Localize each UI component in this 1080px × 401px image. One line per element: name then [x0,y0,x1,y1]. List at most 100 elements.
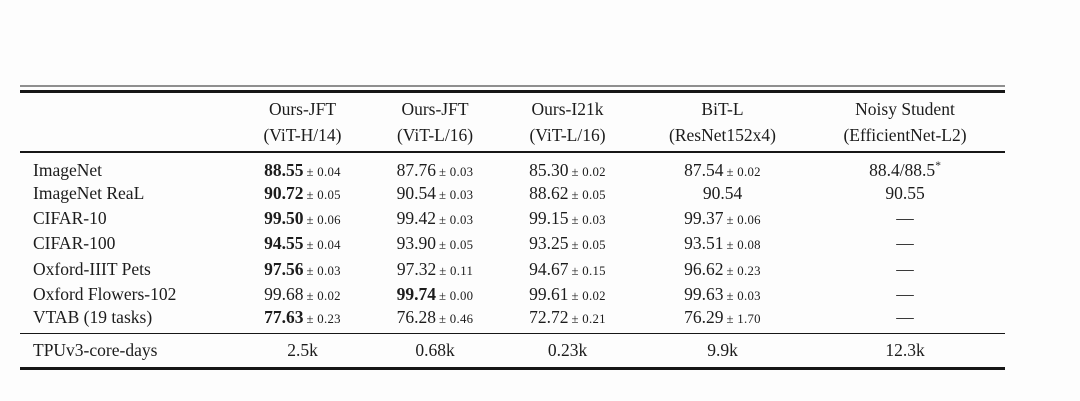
cell-stddev: ± 0.02 [726,165,761,179]
table-cell: 90.55 [805,181,1005,206]
row-label: TPUv3-core-days [20,332,230,369]
header-row: Ours-JFT (ViT-H/14) Ours-JFT (ViT-L/16) … [20,91,1005,153]
cell-value: 93.25 [529,233,569,254]
cell-stddev: ± 0.02 [571,288,606,303]
cell-stddev: ± 0.00 [438,288,474,303]
column-header-ours-jft-l16: Ours-JFT (ViT-L/16) [375,91,495,153]
table-cell: 87.54 ± 0.02 [640,152,805,181]
table-cell: 93.51 ± 0.08 [640,231,805,256]
cell-stddev: ± 0.05 [306,188,341,203]
cell-value: 88.62 [529,183,569,204]
column-header-line1: Ours-I21k [531,99,604,119]
cell-value: 90.54 [396,183,436,204]
cell-value: 87.54 [684,160,724,180]
row-label: ImageNet ReaL [33,183,145,204]
table-cell: 90.54 [640,181,805,206]
cell-value: 90.72 [264,183,304,204]
table-row-oxford-iiit-pets: Oxford-IIIT Pets 97.56 ± 0.03 97.32 ± 0.11… [20,257,1005,282]
column-header-line1: Ours-JFT [268,99,337,119]
table-row-imagenet-real: ImageNet ReaL 90.72 ± 0.05 90.54 ± 0.03 88… [20,181,1005,206]
cell-footnote-marker: * [935,160,941,173]
column-header-ours-jft-h14: Ours-JFT (ViT-H/14) [230,91,375,153]
table-cell: 99.50 ± 0.06 [230,206,375,231]
table-cell: 93.90 ± 0.05 [375,231,495,256]
row-label: Oxford Flowers-102 [33,283,177,304]
cell-stddev: ± 0.03 [438,213,474,228]
column-header-bit-l: BiT-L (ResNet152x4) [640,91,805,153]
cell-value: 87.76 [396,160,436,180]
table-cell: 2.5k [230,332,375,369]
table-cell: 9.9k [640,332,805,369]
cell-value: — [896,306,914,327]
cell-value: 99.61 [529,283,569,304]
cell-stddev: ± 0.03 [438,188,474,203]
cell-value: 88.4/88.5 [869,160,936,180]
cell-value: 93.51 [684,233,724,254]
table-cell: 76.28 ± 0.46 [375,307,495,334]
cell-value: 94.55 [264,233,304,254]
table-cell: 99.15 ± 0.03 [495,206,640,231]
table-row-cifar-100: CIFAR-100 94.55 ± 0.04 93.90 ± 0.05 93.25 ±… [20,231,1005,256]
table-cell: — [805,231,1005,256]
row-label: Oxford-IIIT Pets [33,258,151,279]
column-header-ours-i21k: Ours-I21k (ViT-L/16) [495,91,640,153]
table-cell: 88.55 ± 0.04 [230,152,375,181]
table-row-oxford-flowers-102: Oxford Flowers-102 99.68 ± 0.02 99.74 ± 0.… [20,282,1005,307]
table-row-cifar-10: CIFAR-10 99.50 ± 0.06 99.42 ± 0.03 99.15 ± … [20,206,1005,231]
table-cell: 96.62 ± 0.23 [640,257,805,282]
cell-value: 77.63 [264,306,304,327]
cell-value: 99.42 [396,208,436,229]
cell-stddev: ± 0.21 [571,311,606,326]
table-header: Ours-JFT (ViT-H/14) Ours-JFT (ViT-L/16) … [20,91,1005,153]
table-cell: 99.37 ± 0.06 [640,206,805,231]
cell-stddev: ± 0.04 [306,165,341,179]
table-cell: 97.56 ± 0.03 [230,257,375,282]
table-cell: 87.76 ± 0.03 [375,152,495,181]
cell-value: 99.68 [264,283,304,304]
cell-stddev: ± 0.08 [726,238,761,253]
cell-value: 99.37 [684,208,724,229]
cell-stddev: ± 0.03 [571,213,606,228]
cell-value: 93.90 [396,233,436,254]
cell-value: 96.62 [684,258,724,279]
cell-stddev: ± 0.02 [306,288,341,303]
table-body: ImageNet 88.55 ± 0.04 87.76 ± 0.03 85.30 ± … [20,152,1005,333]
cell-value: 72.72 [529,306,569,327]
table-cell: 88.62 ± 0.05 [495,181,640,206]
cell-stddev: ± 0.03 [726,288,761,303]
table-cell: 99.61 ± 0.02 [495,282,640,307]
cell-stddev: ± 1.70 [726,311,761,326]
cell-value: 90.55 [885,183,925,204]
cell-value: 76.28 [396,306,436,327]
table-cell: 85.30 ± 0.02 [495,152,640,181]
table-cell: — [805,257,1005,282]
row-label: CIFAR-100 [33,233,116,254]
table-cell: 90.72 ± 0.05 [230,181,375,206]
column-header-line2: (EfficientNet-L2) [843,125,967,145]
table-cell: 90.54 ± 0.03 [375,181,495,206]
row-label: CIFAR-10 [33,208,107,229]
cell-value: 85.30 [529,160,569,180]
cell-value: 94.67 [529,258,569,279]
row-label: ImageNet [33,160,102,180]
column-header-noisy-student: Noisy Student (EfficientNet-L2) [805,91,1005,153]
row-label: VTAB (19 tasks) [33,306,153,327]
column-header-line2: (ViT-H/14) [263,125,342,145]
cell-stddev: ± 0.05 [438,238,474,253]
cell-stddev: ± 0.23 [726,263,761,278]
cell-stddev: ± 0.15 [571,263,606,278]
cell-stddev: ± 0.05 [571,188,606,203]
column-header-line2: (ViT-L/16) [529,125,606,145]
cell-value: 88.55 [264,160,304,180]
cell-stddev: ± 0.23 [306,311,341,326]
cell-value: 76.29 [684,306,724,327]
column-header-empty [20,91,230,153]
table-cell: 94.55 ± 0.04 [230,231,375,256]
cell-value: 99.63 [684,283,724,304]
table-cell: 72.72 ± 0.21 [495,307,640,334]
column-header-line1: BiT-L [701,99,744,119]
table-cell: — [805,307,1005,334]
table-cell: 93.25 ± 0.05 [495,231,640,256]
top-thin-rule [20,85,1005,87]
